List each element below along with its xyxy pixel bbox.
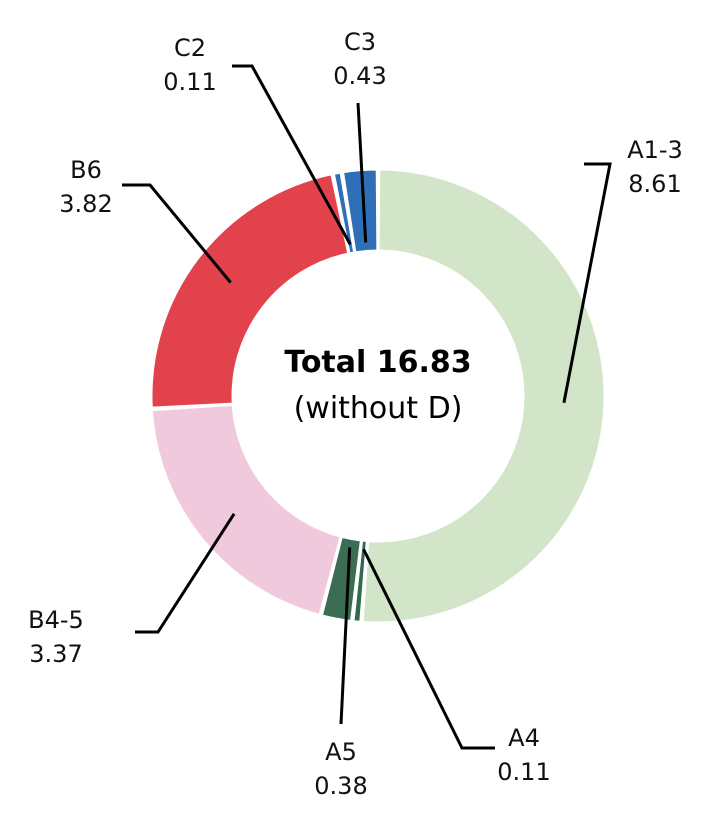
leader-line-c2 xyxy=(232,64,352,246)
slice-value-b4-5: 3.37 xyxy=(29,640,82,668)
slice-value-c2: 0.11 xyxy=(163,68,216,96)
slice-a4 xyxy=(353,540,367,622)
slice-label-c3: C3 xyxy=(344,28,376,56)
slice-value-a1-3: 8.61 xyxy=(628,170,681,198)
slice-value-c3: 0.43 xyxy=(333,62,386,90)
slice-label-a1-3: A1-3 xyxy=(627,136,683,164)
leader-line-c3 xyxy=(356,102,368,243)
leader-line-b6 xyxy=(122,183,232,284)
leader-line-a5 xyxy=(339,547,352,725)
leader-line-a4 xyxy=(362,548,495,750)
leader-line-a1-3 xyxy=(562,162,612,404)
leader-line-b4-5 xyxy=(135,512,236,634)
slice-label-b6: B6 xyxy=(70,156,102,184)
slice-a5 xyxy=(321,536,361,621)
slice-label-c2: C2 xyxy=(174,34,206,62)
leaders-group xyxy=(122,64,612,750)
slice-label-a4: A4 xyxy=(508,724,540,752)
slice-label-b4-5: B4-5 xyxy=(28,606,84,634)
labels-group: A1-3 8.61 A4 0.11 A5 0.38 B4-5 3.37 B6 3.82 C2 0.11… xyxy=(28,28,683,800)
slice-value-a4: 0.11 xyxy=(497,758,550,786)
slice-b4-5 xyxy=(151,404,341,615)
slice-value-b6: 3.82 xyxy=(59,190,112,218)
center-subtitle: (without D) xyxy=(294,391,463,426)
slices-group xyxy=(151,169,605,623)
slice-c3 xyxy=(343,169,378,253)
slice-a1-3 xyxy=(362,169,605,623)
slice-value-a5: 0.38 xyxy=(314,772,367,800)
slice-label-a5: A5 xyxy=(325,738,357,766)
center-title: Total 16.83 xyxy=(284,345,471,380)
slice-b6 xyxy=(151,174,349,408)
slice-c2 xyxy=(333,172,355,254)
